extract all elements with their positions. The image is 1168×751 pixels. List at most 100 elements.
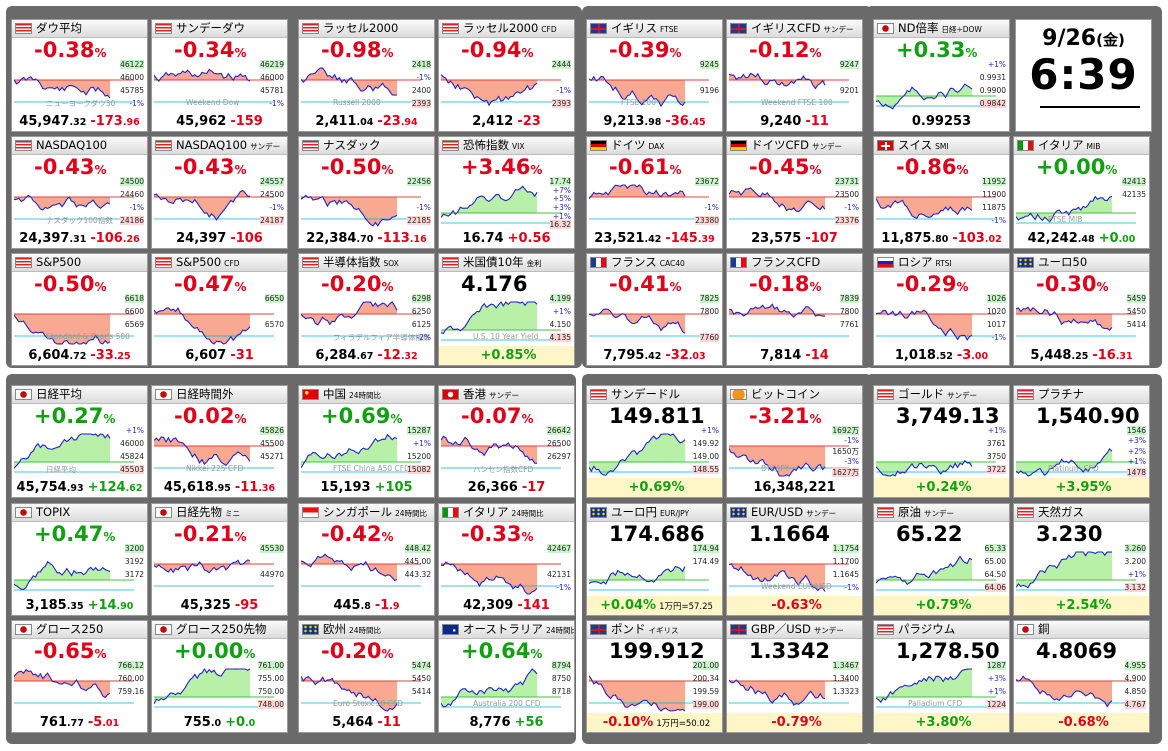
tile-platinum[interactable]: プラチナ 1,540.90 Platinum CFD 1546 +3% +2% +1% 147… — [1013, 385, 1150, 498]
percent-value: +0.27 — [34, 404, 104, 428]
tile-china[interactable]: 中国 24時間比 +0.69% FTSE China A50 CFD 15287 +1% 1… — [298, 385, 435, 498]
tile-header: 中国 24時間比 — [299, 386, 434, 404]
tile-natgas[interactable]: 天然ガス 3.230 3.260 3.200 +1% 3.132 +2.54% — [1013, 503, 1150, 616]
chart-fill — [1016, 448, 1112, 476]
net-change: +0.85% — [480, 348, 537, 363]
tile-usdjpy-sunday[interactable]: サンデードル 149.811 +1% 149.92 149.00 148.55 +0.69% — [586, 385, 723, 498]
net-change: -11 — [377, 715, 401, 730]
axis-label: 7760 — [699, 333, 719, 342]
chart-fill — [301, 68, 397, 96]
axis-label: 759.16 — [117, 687, 144, 696]
tile-footer: 15,193 +105 — [299, 478, 434, 497]
price-chart — [154, 436, 274, 469]
tile-ftse[interactable]: イギリス FTSE -0.39% FTSE 100 9245 9196 9,213.98 -3… — [586, 19, 723, 132]
last-value: 1,018.52 — [894, 348, 953, 363]
tile-ftse-cfd[interactable]: イギリスCFD サンデー -0.12% Weekend FTSE 100 9247 920… — [726, 19, 863, 132]
tile-sunday-dow[interactable]: サンデーダウ -0.34% Weekend Dow 46219 46000 45781 -1… — [151, 19, 288, 132]
tile-rtsi[interactable]: ロシア RTSI -0.29% 1026 1020 1017 -1% 1,018.52 -3.0… — [873, 253, 1010, 366]
tile-nikkei-after[interactable]: 日経時間外 -0.02% Nikkei 225 CFD 45826 45500 45271… — [151, 385, 288, 498]
tile-gbpjpy[interactable]: ポンド イギリス 199.912 201.00 200.34 199.59 199.00 -0… — [586, 620, 723, 733]
net-change: -33.25 — [90, 348, 131, 363]
axis-label: 5450 — [1126, 307, 1146, 316]
tile-crude[interactable]: 原油 サンデー 65.22 65.33 65.00 64.50 64.06 +0.79% — [873, 503, 1010, 616]
axis-label: +1% — [987, 426, 1006, 435]
tile-footer: 22,384.70 -113.16 — [299, 229, 434, 248]
tile-us10y[interactable]: 米国債10年 金利 4.176 U.S. 10 Year Yield 4.199 +1% 4… — [438, 253, 575, 366]
tile-topix[interactable]: TOPIX +0.47% 3200 3192 3172 3,185.35 +14.90 — [11, 503, 148, 616]
tile-euro50[interactable]: ユーロ50 -0.30% 5459 5450 5414 5,448.25 -16.31 — [1013, 253, 1150, 366]
tile-cac40[interactable]: フランス CAC40 -0.41% 7825 7800 7760 7,795.42 -32.0… — [586, 253, 723, 366]
axis-label: 9201 — [839, 86, 859, 95]
tile-vix[interactable]: 恐怖指数 VIX +3.46% 17.74 +7% +5% +3% +1% 16.32 16.74… — [438, 136, 575, 249]
last-value: 42,309 — [463, 598, 514, 613]
tile-dax[interactable]: ドイツ DAX -0.61% 23672 -1% 23380 23,521.42 -145.3… — [586, 136, 723, 249]
tile-hongkong[interactable]: 香港 サンデー -0.07% ハンセン指数CFD 26642 26500 26297 26,3… — [438, 385, 575, 498]
chart-fill — [441, 74, 537, 106]
tile-nasdaq100-sunday[interactable]: NASDAQ100 サンデー -0.43% 24557 24500 -1% 24187 24,… — [151, 136, 288, 249]
tile-eurusd[interactable]: EUR/USD サンデー 1.1664 Weekend EUR/USD 1.1754 1.… — [726, 503, 863, 616]
tile-mib[interactable]: イタリア MIB +0.00% FTSE MIB 42413 42135 42,242.48… — [1013, 136, 1150, 249]
price-chart — [441, 74, 561, 107]
tile-name: S&P500 — [36, 255, 82, 269]
tile-gold[interactable]: ゴールド サンデー 3,749.13 +1% 3761 3750 3722 +0.24% — [873, 385, 1010, 498]
tile-title: ドイツ DAX — [611, 138, 664, 154]
net-change: +124.62 — [87, 480, 143, 495]
tile-growth250-fut[interactable]: グロース250先物 +0.00% 761.00 755.00 750.00 748.00 7… — [151, 620, 288, 733]
tile-cac-cfd[interactable]: フランスCFD -0.18% 7839 7800 7761 7,814 -14 — [726, 253, 863, 366]
last-value: 8,776 — [469, 715, 511, 730]
tile-palladium[interactable]: パラジウム 1,278.50 Palladium CFD 1287 +3% +1% 1224… — [873, 620, 1010, 733]
tile-bitcoin[interactable]: ビットコイン -3.21% BTC/JPY 1692万 -1% 1650万 -3% 1627万… — [726, 385, 863, 498]
axis-label: 45500 — [260, 439, 284, 448]
net-change: -159 — [230, 114, 263, 129]
tile-nd-ratio[interactable]: ND倍率 日経÷DOW +0.33% +1% 0.9931 0.9900 0.9842 0.9… — [873, 19, 1010, 132]
tile-header: 銅 — [1014, 621, 1149, 639]
tile-singapore[interactable]: シンガポール 24時間比 -0.42% 448.42 445.00 443.32 445.8… — [298, 503, 435, 616]
tile-nasdaq100[interactable]: NASDAQ100 -0.43% ナスダック100指数 24500 24460 -1% 24… — [11, 136, 148, 249]
tile-footer: 24,397.31 -106.26 — [12, 229, 147, 248]
tile-subtitle: サンデー — [812, 142, 842, 151]
tile-copper[interactable]: 銅 4.8069 4.955 4.900 4.850 4.767 -0.68% — [1013, 620, 1150, 733]
tile-title: グロース250 — [36, 622, 106, 638]
tile-sp500-cfd[interactable]: S&P500 CFD -0.47% 6650 6570 6,607 -31 — [151, 253, 288, 366]
tile-title: ND倍率 日経÷DOW — [898, 21, 982, 37]
axis-label: +1% — [125, 426, 144, 435]
tile-sox[interactable]: 半導体指数 SOX -0.20% フィラデルフィア半導体指数 6298 6250 6125-… — [298, 253, 435, 366]
tile-title: 恐怖指数 VIX — [463, 138, 524, 154]
tile-header: 天然ガス — [1014, 504, 1149, 522]
tile-russell2000-cfd[interactable]: ラッセル2000 CFD -0.94% 2444 -1% 2393 2,412 -23 — [438, 19, 575, 132]
tile-russell2000[interactable]: ラッセル2000 -0.98% Russell 2000 2418 -1% 2400 239… — [298, 19, 435, 132]
price-chart — [301, 675, 421, 712]
tile-gbpusd[interactable]: GBP／USD サンデー 1.3342 1.3467 1.3400 1.3323 -0.79… — [726, 620, 863, 733]
tile-header: ドイツCFD サンデー — [727, 137, 862, 155]
percent-change: -0.20% — [321, 638, 394, 667]
tile-nikkei[interactable]: 日経平均 +0.27% 日経平均 +1% 46000 45824 45503 45,754.9… — [11, 385, 148, 498]
tile-footer: 45,325 -95 — [152, 596, 287, 615]
axis-label: -1% — [556, 86, 571, 95]
tile-footer: 6,607 -31 — [152, 346, 287, 365]
tile-title: イギリス FTSE — [611, 21, 678, 37]
price-chart — [729, 303, 849, 337]
chart-line — [589, 75, 686, 108]
net-change: -107 — [805, 231, 838, 246]
tile-footer: -0.63% — [727, 596, 862, 615]
percent-change: -0.21% — [174, 521, 247, 550]
tile-header: スイス SMI — [874, 137, 1009, 155]
chart-line — [301, 433, 398, 469]
tile-eurjpy[interactable]: ユーロ円 EUR/JPY 174.686 174.94 174.49 +0.04% 1万円=… — [586, 503, 723, 616]
tile-nasdaq[interactable]: ナスダック -0.50% 22456 -1% 22185 22,384.70 -113.16 — [298, 136, 435, 249]
axis-label: 45503 — [120, 465, 144, 474]
last-value: 23,575 — [751, 231, 802, 246]
tile-australia[interactable]: オーストラリア24時間比+0.64%Australia 200 CFD87948… — [438, 620, 575, 733]
flag-us-icon — [155, 140, 172, 151]
tile-dax-cfd[interactable]: ドイツCFD サンデー -0.45% 23731 23500 -1% 23376 23,575… — [726, 136, 863, 249]
tile-europe[interactable]: 欧州 24時間比 -0.20% Euro Stoxx 50 CFD 5474 5450 54… — [298, 620, 435, 733]
tile-smi[interactable]: スイス SMI -0.86% 11952 11900 11875 -1% 11,875.80-… — [873, 136, 1010, 249]
tile-growth250[interactable]: グロース250 -0.65% 766.12 760.00 759.16 761.77 -5.… — [11, 620, 148, 733]
axis-label: -1% — [129, 203, 144, 212]
tile-nikkei-fut[interactable]: 日経先物 ミニ -0.21% 45530 44970 45,325 -95 — [151, 503, 288, 616]
chart-watermark: Palladium CFD — [908, 699, 963, 708]
tile-header: 恐怖指数 VIX — [439, 137, 574, 155]
tile-sp500[interactable]: S&P500 -0.50% Standard & Poor's 500 6618 660… — [11, 253, 148, 366]
tile-dow[interactable]: ダウ平均 -0.38% ニューヨークダウ30 46122 46000 45785 -1% 45… — [11, 19, 148, 132]
tile-italy-24h[interactable]: イタリア 24時間比 -0.33% 42467 42131 -1% 42,309 -141 — [438, 503, 575, 616]
